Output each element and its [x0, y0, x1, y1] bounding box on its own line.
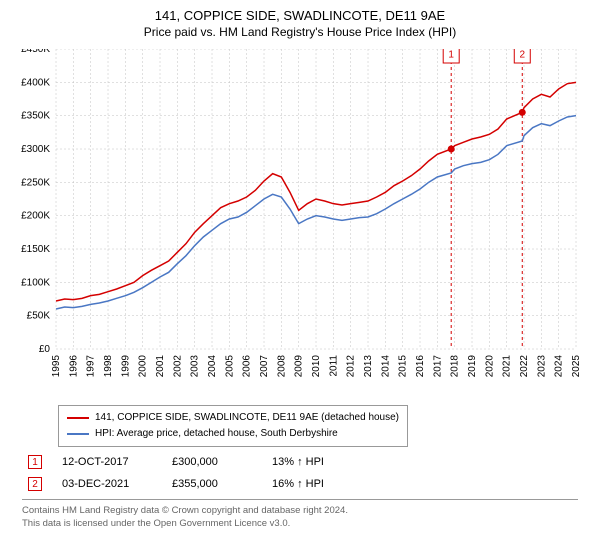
- chart-title: 141, COPPICE SIDE, SWADLINCOTE, DE11 9AE: [8, 8, 592, 23]
- x-tick-label: 1998: [103, 355, 114, 378]
- x-tick-label: 2011: [328, 355, 339, 377]
- y-tick-label: £400K: [21, 77, 50, 88]
- plot-area: £0 £50K £100K £150K £200K £250K £300K £350K £400…: [8, 49, 592, 399]
- x-tick-label: 2009: [294, 355, 305, 378]
- legend-swatch: [67, 433, 89, 435]
- x-tick-label: 2001: [155, 355, 166, 378]
- series-line: [56, 82, 576, 301]
- x-tick-label: 2015: [398, 355, 409, 378]
- event-date: 12-OCT-2017: [62, 456, 172, 468]
- event-price: £355,000: [172, 478, 272, 490]
- events-table: 1 12-OCT-2017£300,00013% ↑ HPI 2 03-DEC-202…: [28, 455, 592, 491]
- marker-dot: [519, 109, 526, 116]
- y-tick-label: £300K: [21, 144, 50, 155]
- marker-dot: [448, 146, 455, 153]
- x-tick-label: 2017: [432, 355, 443, 378]
- footer-line-2: This data is licensed under the Open Gov…: [22, 517, 578, 530]
- event-pct: 13% ↑ HPI: [272, 456, 392, 468]
- x-tick-label: 2020: [484, 355, 495, 378]
- event-badge: 2: [28, 477, 42, 491]
- x-tick-label: 2018: [450, 355, 461, 378]
- x-tick-label: 2021: [502, 355, 513, 378]
- x-tick-label: 2013: [363, 355, 374, 378]
- event-row: 2 03-DEC-2021£355,00016% ↑ HPI: [28, 477, 592, 491]
- x-tick-label: 2025: [571, 355, 582, 378]
- footer-line-1: Contains HM Land Registry data © Crown c…: [22, 504, 578, 517]
- x-tick-label: 2023: [536, 355, 547, 378]
- x-tick-label: 2010: [311, 355, 322, 378]
- chart-container: 141, COPPICE SIDE, SWADLINCOTE, DE11 9AE…: [0, 0, 600, 560]
- marker-number: 1: [448, 50, 454, 61]
- event-price: £300,000: [172, 456, 272, 468]
- y-tick-label: £50K: [27, 311, 51, 322]
- chart-svg: £0 £50K £100K £150K £200K £250K £300K £350K £400…: [8, 49, 592, 399]
- y-tick-label: £100K: [21, 277, 50, 288]
- x-tick-label: 1996: [68, 355, 79, 378]
- event-row: 1 12-OCT-2017£300,00013% ↑ HPI: [28, 455, 592, 469]
- x-tick-label: 2003: [190, 355, 201, 378]
- y-tick-label: £450K: [21, 49, 50, 55]
- x-tick-label: 2016: [415, 355, 426, 378]
- x-tick-label: 2007: [259, 355, 270, 378]
- x-tick-label: 1997: [86, 355, 97, 378]
- legend: 141, COPPICE SIDE, SWADLINCOTE, DE11 9AE…: [58, 405, 408, 447]
- title-area: 141, COPPICE SIDE, SWADLINCOTE, DE11 9AE…: [8, 8, 592, 39]
- y-tick-label: £250K: [21, 177, 50, 188]
- x-tick-label: 2019: [467, 355, 478, 378]
- x-tick-label: 2014: [380, 355, 391, 378]
- x-tick-label: 2004: [207, 355, 218, 378]
- x-tick-label: 2005: [224, 355, 235, 378]
- marker-number: 2: [519, 50, 525, 61]
- legend-label: 141, COPPICE SIDE, SWADLINCOTE, DE11 9AE…: [95, 410, 399, 426]
- legend-row: 141, COPPICE SIDE, SWADLINCOTE, DE11 9AE…: [67, 410, 399, 426]
- x-tick-label: 2022: [519, 355, 530, 378]
- event-badge: 1: [28, 455, 42, 469]
- y-tick-label: £0: [39, 344, 51, 355]
- legend-swatch: [67, 417, 89, 419]
- x-tick-label: 2024: [554, 355, 565, 378]
- event-pct: 16% ↑ HPI: [272, 478, 392, 490]
- legend-row: HPI: Average price, detached house, Sout…: [67, 426, 399, 442]
- event-date: 03-DEC-2021: [62, 478, 172, 490]
- y-tick-label: £150K: [21, 244, 50, 255]
- x-tick-label: 1995: [51, 355, 62, 378]
- x-tick-label: 2006: [242, 355, 253, 378]
- x-tick-label: 2012: [346, 355, 357, 378]
- chart-subtitle: Price paid vs. HM Land Registry's House …: [8, 25, 592, 39]
- series-line: [56, 116, 576, 309]
- y-tick-label: £200K: [21, 211, 50, 222]
- x-tick-label: 1999: [120, 355, 131, 378]
- legend-label: HPI: Average price, detached house, Sout…: [95, 426, 338, 442]
- x-tick-label: 2002: [172, 355, 183, 378]
- y-tick-label: £350K: [21, 111, 50, 122]
- footer: Contains HM Land Registry data © Crown c…: [22, 499, 578, 530]
- x-tick-label: 2000: [138, 355, 149, 378]
- x-tick-label: 2008: [276, 355, 287, 378]
